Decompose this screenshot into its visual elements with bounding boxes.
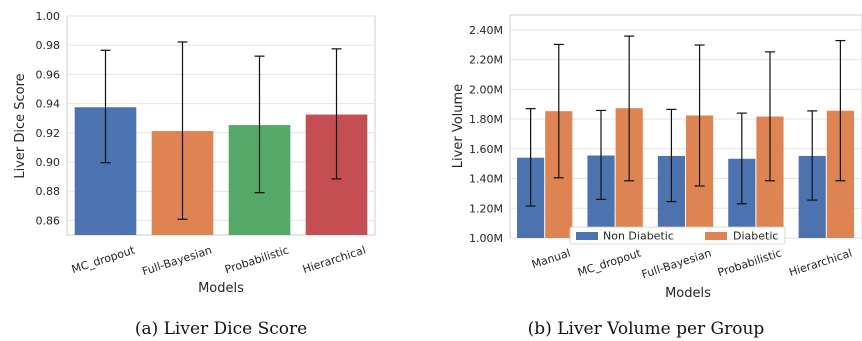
panel-b-error-bars bbox=[525, 35, 846, 207]
panel-b-y-tick-label: 1.20M bbox=[469, 202, 503, 215]
legend-label-diabetic: Diabetic bbox=[733, 230, 778, 243]
panel-a-x-tick-label: Hierarchical bbox=[301, 243, 367, 276]
panel-b-y-tick-label: 2.00M bbox=[469, 83, 503, 96]
panel-b-error-bar-mc_dropout-diabetic bbox=[624, 35, 635, 182]
panel-b-x-tick-label: MC_dropout bbox=[576, 246, 643, 279]
panel-b-y-ticks: 1.00M 1.20M 1.40M 1.60M 1.80M 2.00M 2.20M 2.40M bbox=[469, 24, 503, 245]
panel-a-y-axis-label: Liver Dice Score bbox=[13, 73, 28, 178]
panel-b-y-tick-label: 1.40M bbox=[469, 173, 503, 186]
panel-a-chart: 0.86 0.88 0.90 0.92 0.94 0.96 0.98 1.00 MC_drop… bbox=[13, 10, 376, 339]
panel-b-error-bar-mc_dropout-non-diabetic bbox=[596, 109, 607, 200]
panel-b-error-bar-hierarchical-diabetic bbox=[835, 39, 846, 182]
panel-a-y-tick-label: 0.88 bbox=[36, 185, 61, 198]
panel-a-x-tick-label: Full-Bayesian bbox=[141, 243, 214, 278]
legend-swatch-non-diabetic bbox=[576, 232, 598, 240]
panel-a-y-tick-label: 0.96 bbox=[36, 68, 61, 81]
panel-a-y-tick-label: 0.86 bbox=[36, 214, 61, 227]
panel-b-x-tick-label: Hierarchical bbox=[787, 246, 853, 279]
panel-a-error-bars bbox=[100, 41, 342, 220]
panel-b-x-tick-label: Manual bbox=[530, 246, 572, 271]
panel-b-y-tick-label: 1.80M bbox=[469, 113, 503, 126]
panel-a-y-tick-label: 1.00 bbox=[36, 10, 61, 23]
panel-b-y-tick-label: 1.00M bbox=[469, 232, 503, 245]
legend-box bbox=[569, 226, 786, 245]
panel-b-y-tick-label: 1.60M bbox=[469, 143, 503, 156]
panel-b-error-bar-hierarchical-non-diabetic bbox=[807, 110, 818, 201]
panel-b-legend: Non Diabetic Diabetic bbox=[569, 226, 786, 245]
panel-b-error-bar-manual-non-diabetic bbox=[525, 108, 536, 207]
panel-b-chart: 1.00M 1.20M 1.40M 1.60M 1.80M 2.00M 2.20M 2.40M… bbox=[451, 14, 862, 339]
legend-label-non-diabetic: Non Diabetic bbox=[603, 230, 674, 243]
panel-a-x-tick-label: MC_dropout bbox=[70, 243, 137, 276]
panel-a-caption: (a) Liver Dice Score bbox=[135, 319, 307, 339]
panel-a-error-bar-full-bayesian bbox=[177, 41, 188, 220]
panel-a-y-tick-label: 0.98 bbox=[36, 39, 61, 52]
panel-a-error-bar-probabilistic bbox=[254, 55, 265, 194]
panel-b-error-bar-probabilistic-diabetic bbox=[764, 51, 775, 182]
panel-a-y-tick-label: 0.90 bbox=[36, 156, 61, 169]
panel-a-x-axis-label: Models bbox=[198, 281, 244, 296]
legend-swatch-diabetic bbox=[705, 232, 727, 240]
panel-a-y-ticks: 0.86 0.88 0.90 0.92 0.94 0.96 0.98 1.00 bbox=[36, 10, 61, 227]
panel-a-y-tick-label: 0.94 bbox=[36, 98, 61, 111]
panel-b-error-bar-full-bayesian-non-diabetic bbox=[666, 108, 677, 203]
panel-a-error-bar-hierarchical bbox=[331, 48, 342, 180]
panel-a-y-tick-label: 0.92 bbox=[36, 127, 61, 140]
panel-b-error-bar-full-bayesian-diabetic bbox=[694, 44, 705, 187]
panel-a-x-tick-label: Probabilistic bbox=[223, 243, 290, 276]
panel-a-error-bar-mc_dropout bbox=[100, 49, 111, 164]
panel-a-x-ticks: MC_dropout Full-Bayesian Probabilistic Hier… bbox=[70, 243, 367, 278]
panel-b-error-bar-manual-diabetic bbox=[553, 43, 564, 179]
panel-b-y-tick-label: 2.40M bbox=[469, 24, 503, 37]
panel-b-y-tick-label: 2.20M bbox=[469, 54, 503, 67]
panel-b-y-axis-label: Liver Volume bbox=[451, 84, 466, 168]
panel-b-x-tick-label: Full-Bayesian bbox=[640, 246, 713, 281]
panel-b-x-tick-label: Probabilistic bbox=[716, 246, 783, 279]
panel-b-error-bar-probabilistic-non-diabetic bbox=[736, 112, 747, 205]
panel-b-caption: (b) Liver Volume per Group bbox=[528, 319, 765, 339]
panel-b-x-axis-label: Models bbox=[665, 286, 711, 301]
